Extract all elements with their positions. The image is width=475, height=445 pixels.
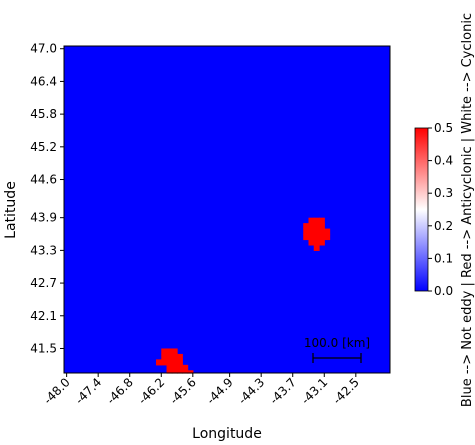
x-tick-label: -45.6 (167, 375, 199, 407)
y-tick-label: 42.7 (30, 276, 57, 290)
colorbar-tick-label: 0.2 (434, 219, 453, 233)
y-tick-label: 43.9 (30, 211, 57, 225)
eddy-cell (161, 348, 168, 355)
eddy-cell (166, 359, 173, 366)
eddy-cell (319, 217, 325, 224)
x-tick-label: -48.0 (41, 375, 73, 407)
y-tick-label: 46.4 (30, 74, 57, 88)
eddy-cell (308, 228, 315, 235)
x-tick-label: -42.5 (330, 375, 362, 407)
eddy-cell (308, 234, 315, 241)
y-tick-label: 42.1 (30, 309, 57, 323)
eddy-cell (166, 348, 173, 355)
x-tick-label: -46.8 (104, 375, 136, 407)
y-tick-label: 41.5 (30, 341, 57, 355)
eddy-cell (171, 364, 178, 371)
y-axis-ticks: 47.0 46.4 45.8 45.2 44.6 43.9 43.3 42.7 42.1 41.5 (30, 42, 64, 355)
eddy-cells (156, 217, 331, 374)
eddy-cell (313, 244, 320, 251)
eddy-cell (177, 364, 183, 371)
eddy-cell (308, 223, 315, 230)
eddy-cell (182, 370, 189, 374)
colorbar-tick-label: 0.0 (434, 284, 453, 298)
eddy-cell (171, 353, 178, 360)
eddy-cell (303, 234, 310, 241)
scale-bar: 100.0 [km] (304, 336, 370, 363)
eddy-cell (308, 217, 315, 224)
eddy-cell (319, 223, 325, 230)
eddy-cell (156, 359, 162, 366)
y-tick-label: 44.6 (30, 173, 57, 187)
eddy-cell (313, 228, 320, 235)
colorbar-tick-label: 0.5 (434, 121, 453, 135)
y-axis-label: Latitude (3, 181, 19, 239)
map-background (64, 46, 390, 373)
eddy-cell (313, 223, 320, 230)
eddy-cell (177, 359, 183, 366)
eddy-cell (166, 370, 173, 374)
eddy-cell (177, 353, 183, 360)
x-tick-label: -44.9 (204, 375, 236, 407)
eddy-cell (319, 234, 325, 241)
colorbar-label: Blue --> Not eddy | Red --> Anticyclonic… (460, 13, 475, 407)
y-tick-label: 47.0 (30, 42, 57, 56)
x-axis-label: Longitude (192, 426, 262, 441)
colorbar-tick-label: 0.1 (434, 251, 453, 265)
x-tick-label: -43.7 (267, 375, 299, 407)
eddy-cell (182, 364, 189, 371)
x-tick-label: -47.4 (72, 375, 104, 407)
eddy-cell (313, 234, 320, 241)
eddy-cell (303, 228, 310, 235)
colorbar-ticks: 0.0 0.1 0.2 0.3 0.4 0.5 (428, 121, 453, 298)
y-tick-label: 43.3 (30, 243, 57, 257)
eddy-cell (161, 353, 168, 360)
eddy-cell (166, 353, 173, 360)
eddy-cell (324, 234, 331, 241)
eddy-cell (171, 370, 178, 374)
eddy-cell (308, 239, 315, 246)
eddy-cell (319, 228, 325, 235)
scale-bar-label: 100.0 [km] (304, 336, 370, 350)
eddy-cell (171, 359, 178, 366)
eddy-cell (177, 370, 183, 374)
colorbar-tick-label: 0.4 (434, 154, 453, 168)
eddy-cell (313, 239, 320, 246)
y-tick-label: 45.2 (30, 140, 57, 154)
eddy-cell (313, 217, 320, 224)
eddy-cell (187, 370, 194, 374)
colorbar-tick-label: 0.3 (434, 186, 453, 200)
eddy-cell (166, 364, 173, 371)
eddy-cell (303, 223, 310, 230)
x-tick-label: -43.1 (299, 375, 331, 407)
eddy-cell (319, 239, 325, 246)
eddy-cell (171, 348, 178, 355)
y-tick-label: 45.8 (30, 107, 57, 121)
eddy-cell (324, 228, 331, 235)
x-tick-label: -44.3 (235, 375, 267, 407)
eddy-cell (161, 359, 168, 366)
map-frame (63, 45, 391, 374)
colorbar (414, 127, 429, 292)
x-axis-ticks: -48.0 -47.4 -46.8 -46.2 -45.6 -44.9 -44.3 -43.7… (41, 373, 362, 407)
x-tick-label: -46.2 (136, 375, 168, 407)
